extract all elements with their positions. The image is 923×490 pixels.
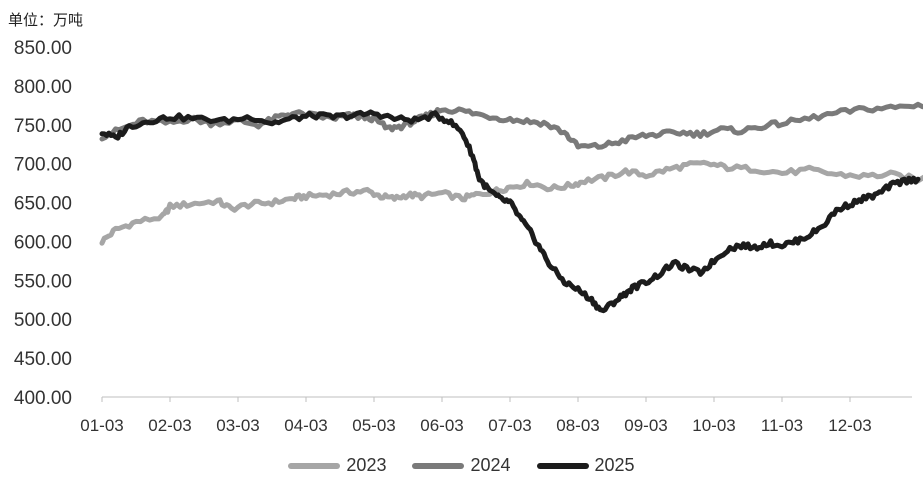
x-tick-label: 02-03 <box>148 416 191 435</box>
x-tick-label: 09-03 <box>624 416 667 435</box>
x-tick-label: 08-03 <box>556 416 599 435</box>
line-chart: 400.00 450.00 500.00 550.00 600.00 650.00 700.… <box>14 38 923 435</box>
series-line-2025 <box>99 109 921 314</box>
legend-item-2023: 2023 <box>288 455 386 476</box>
y-tick-label: 650.00 <box>14 194 72 215</box>
legend-swatch <box>536 462 589 469</box>
y-tick-label: 500.00 <box>14 310 72 331</box>
y-tick-label: 800.00 <box>14 77 72 98</box>
x-tick-label: 05-03 <box>352 416 395 435</box>
x-tick-label: 10-03 <box>692 416 735 435</box>
series-lines <box>99 101 923 314</box>
x-tick-label: 03-03 <box>216 416 259 435</box>
y-tick-label: 700.00 <box>14 155 72 176</box>
x-axis: 01-03 02-03 03-03 04-03 05-03 06-03 07-03 08-03… <box>80 396 912 435</box>
legend-swatch <box>288 462 341 469</box>
x-tick-label: 01-03 <box>80 416 123 435</box>
x-tick-label: 04-03 <box>284 416 327 435</box>
y-tick-label: 450.00 <box>14 349 72 370</box>
x-tick-label: 11-03 <box>761 416 803 435</box>
y-tick-label: 850.00 <box>14 38 72 59</box>
y-tick-label: 600.00 <box>14 232 72 253</box>
legend-item-2024: 2024 <box>412 455 511 476</box>
x-tick-label: 06-03 <box>420 416 463 435</box>
unit-label: 单位：万吨 <box>8 11 84 29</box>
series-line-2023 <box>99 159 923 246</box>
y-axis: 400.00 450.00 500.00 550.00 600.00 650.00 700.… <box>14 38 72 409</box>
y-tick-label: 750.00 <box>14 116 72 137</box>
legend-label: 2025 <box>594 455 635 475</box>
y-tick-label: 550.00 <box>14 271 72 292</box>
legend-swatch <box>412 462 465 469</box>
legend: 2023 2024 2025 <box>0 455 923 476</box>
y-tick-label: 400.00 <box>14 388 72 409</box>
x-tick-label: 07-03 <box>488 416 531 435</box>
legend-label: 2024 <box>470 455 511 475</box>
legend-item-2025: 2025 <box>536 455 635 476</box>
legend-label: 2023 <box>346 455 387 475</box>
x-tick-label: 12-03 <box>828 416 871 435</box>
